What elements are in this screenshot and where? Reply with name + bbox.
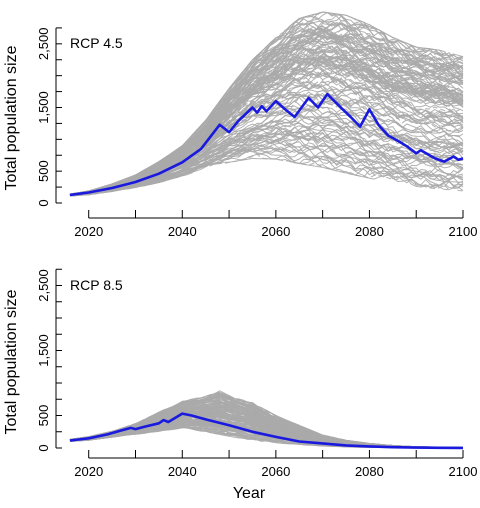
y-tick-label: 2,500 [36,269,51,302]
panel-label-rcp85: RCP 8.5 [70,277,123,293]
x-tick-label: 2060 [261,224,290,239]
panel-label-rcp45: RCP 4.5 [70,35,123,51]
x-tick-label: 2100 [449,224,478,239]
x-tick-label: 2100 [449,464,478,479]
y-tick-label: 1,500 [36,334,51,367]
x-tick-label: 2040 [168,464,197,479]
mean-line-rcp85 [69,412,464,450]
y-tick-label: 500 [36,160,51,182]
ensemble-trajectory [69,142,464,197]
y-tick-label: 0 [36,199,51,206]
mean-trajectory [69,92,464,197]
ensemble-trajectory [69,11,464,195]
y-axis-title-rcp85: Total population size [3,289,20,434]
ensemble-trajectory [69,59,464,196]
y-tick-label: 2,500 [36,28,51,61]
y-tick-label: 1,500 [36,91,51,124]
panel-rcp45: 2020 2040 2060 2080 2100 0 500 1,500 2,500 RCP 4… [3,11,478,239]
panel-rcp85: 2020 2040 2060 2080 2100 0 500 1,500 2,500 RCP 8… [3,268,478,502]
mean-line-rcp45 [69,92,464,197]
ensemble-trajectory [69,135,464,197]
y-tick-label: 0 [36,444,51,451]
axes-rcp45: 2020 2040 2060 2080 2100 0 500 1,500 2,500 [36,27,478,239]
x-tick-label: 2080 [355,464,384,479]
mean-trajectory [69,412,464,450]
ensemble-band-rcp45 [69,11,464,197]
ensemble-trajectory [69,130,464,197]
axes-rcp85: 2020 2040 2060 2080 2100 0 500 1,500 2,500 [36,268,478,479]
x-tick-label: 2020 [74,224,103,239]
x-tick-label: 2040 [168,224,197,239]
x-axis-title-rcp85: Year [233,485,266,502]
x-tick-label: 2020 [74,464,103,479]
ensemble-band-rcp85 [69,390,464,449]
ensemble-trajectory [69,125,464,197]
y-axis-title-rcp45: Total population size [3,45,20,190]
ensemble-trajectory [69,40,464,195]
ensemble-trajectory [69,27,464,195]
x-tick-label: 2080 [355,224,384,239]
y-tick-label: 500 [36,405,51,427]
x-tick-label: 2060 [261,464,290,479]
